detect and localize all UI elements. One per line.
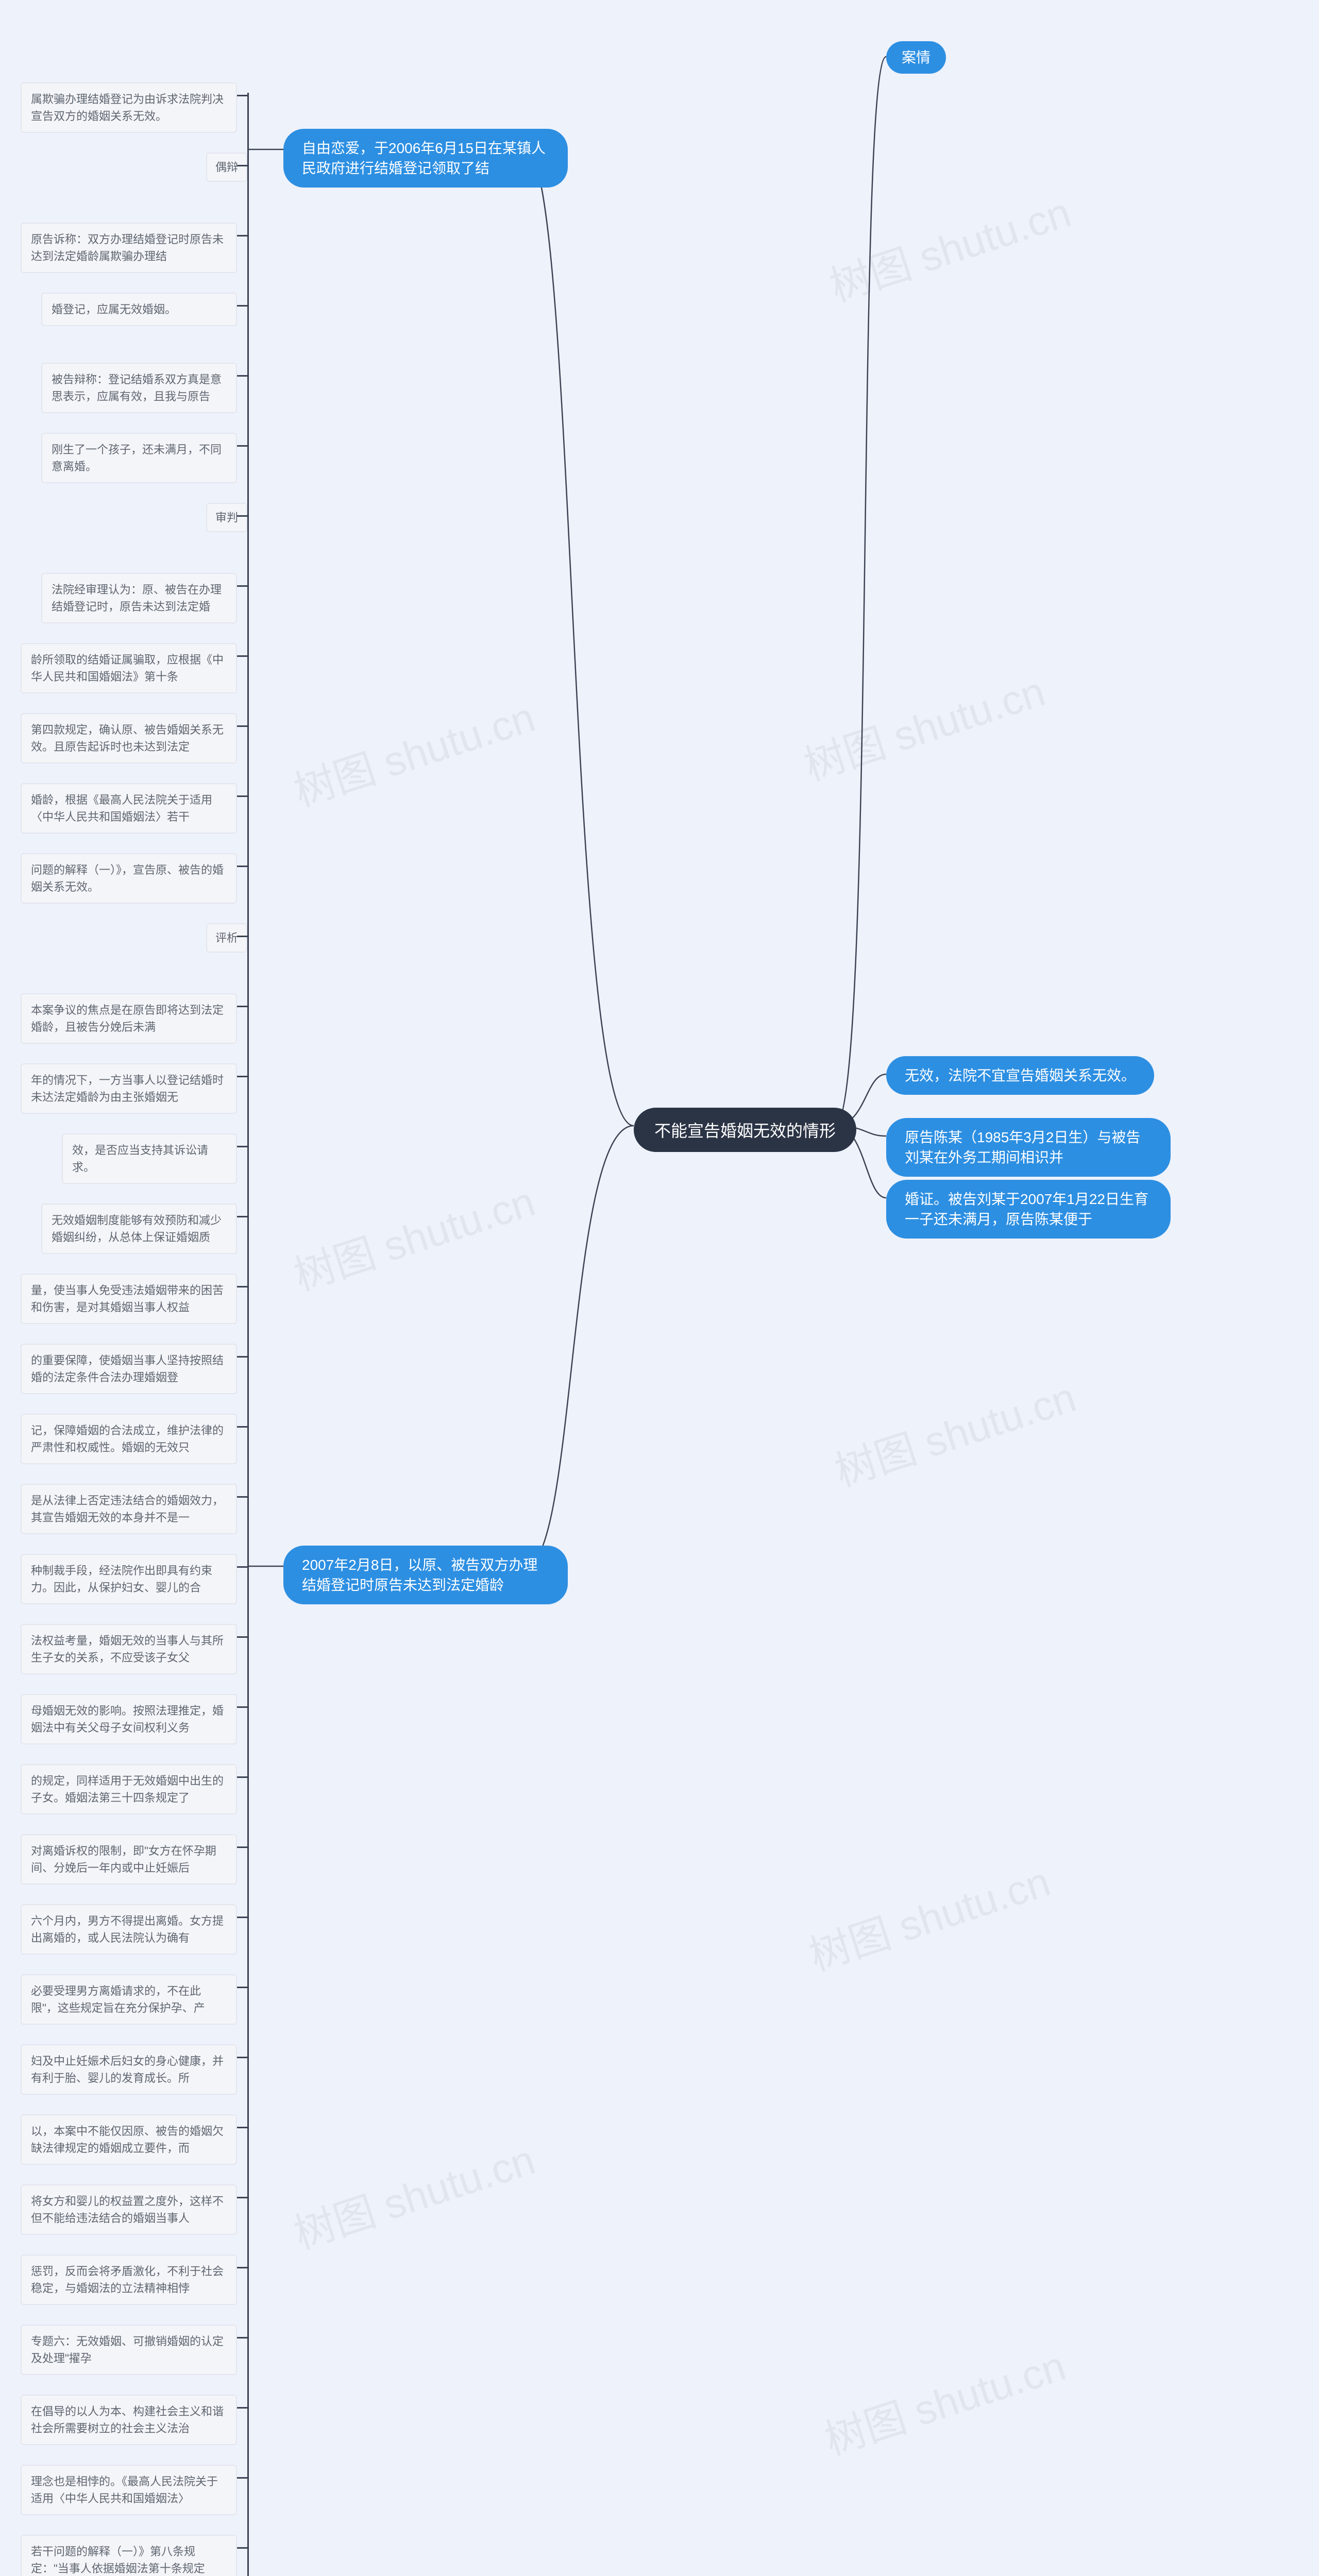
branch-hunzheng[interactable]: 婚证。被告刘某于2007年1月22日生育一子还未满月，原告陈某便于	[886, 1180, 1171, 1239]
branch-anqing[interactable]: 案情	[886, 41, 946, 74]
leaf-connector	[237, 515, 248, 517]
leaf-node[interactable]: 是从法律上否定违法结合的婚姻效力，其宣告婚姻无效的本身并不是一	[21, 1484, 237, 1534]
leaf-node[interactable]: 评析	[206, 923, 247, 953]
leaf-connector	[237, 1566, 248, 1568]
leaf-node[interactable]: 六个月内，男方不得提出离婚。女方提出离婚的，或人民法院认为确有	[21, 1904, 237, 1955]
leaf-connector	[237, 2057, 248, 2058]
watermark: 树图 shutu.cn	[285, 1168, 542, 1302]
leaf-node[interactable]: 妇及中止妊娠术后妇女的身心健康，并有利于胎、婴儿的发育成长。所	[21, 2044, 237, 2095]
leaf-node[interactable]: 审判	[206, 503, 247, 532]
watermark: 树图 shutu.cn	[801, 1849, 1057, 1982]
leaf-connector	[237, 2267, 248, 2268]
leaf-node[interactable]: 对离婚诉权的限制，即"女方在怀孕期间、分娩后一年内或中止妊娠后	[21, 1834, 237, 1885]
leaf-connector	[237, 1987, 248, 1988]
leaf-connector	[237, 1426, 248, 1428]
leaf-node[interactable]: 刚生了一个孩子，还未满月，不同意离婚。	[41, 433, 237, 483]
leaf-node[interactable]: 婚龄，根据《最高人民法院关于适用〈中华人民共和国婚姻法〉若干	[21, 783, 237, 834]
leaf-connector	[237, 2407, 248, 2409]
leaf-node[interactable]: 理念也是相悖的。《最高人民法院关于适用〈中华人民共和国婚姻法〉	[21, 2465, 237, 2515]
leaf-node[interactable]: 母婚姻无效的影响。按照法理推定，婚姻法中有关父母子女间权利义务	[21, 1694, 237, 1744]
leaf-connector	[237, 2337, 248, 2338]
leaf-connector	[237, 1917, 248, 1918]
leaf-node[interactable]: 效，是否应当支持其诉讼请求。	[62, 1133, 237, 1184]
watermark: 树图 shutu.cn	[816, 2333, 1072, 2467]
leaf-connector	[237, 1706, 248, 1708]
leaf-connector	[237, 1636, 248, 1638]
leaf-connector	[237, 2127, 248, 2128]
leaf-connector	[237, 235, 248, 236]
leaf-connector	[237, 95, 248, 96]
leaf-connector	[237, 936, 248, 937]
watermark: 树图 shutu.cn	[796, 658, 1052, 792]
leaf-connector	[237, 1216, 248, 1217]
leaf-node[interactable]: 法权益考量，婚姻无效的当事人与其所生子女的关系，不应受该子女父	[21, 1624, 237, 1674]
leaf-node[interactable]: 若干问题的解释（一）》第八条规定："当事人依据婚姻法第十条规定	[21, 2535, 237, 2576]
leaf-node[interactable]: 以，本案中不能仅因原、被告的婚姻欠缺法律规定的婚姻成立要件，而	[21, 2114, 237, 2165]
leaf-node[interactable]: 本案争议的焦点是在原告即将达到法定婚龄，且被告分娩后未满	[21, 993, 237, 1044]
leaf-connector	[237, 1846, 248, 1848]
leaf-node[interactable]: 被告辩称：登记结婚系双方真是意思表示，应属有效，且我与原告	[41, 363, 237, 413]
branch-yuangao[interactable]: 原告陈某（1985年3月2日生）与被告刘某在外务工期间相识并	[886, 1118, 1171, 1177]
leaf-connector	[237, 795, 248, 797]
leaf-connector	[237, 1286, 248, 1287]
leaf-connector	[237, 1006, 248, 1007]
leaf-connector	[237, 2547, 248, 2549]
leaf-connector	[237, 725, 248, 727]
root-node[interactable]: 不能宣告婚姻无效的情形	[634, 1108, 856, 1152]
leaf-connector	[237, 375, 248, 377]
leaf-node[interactable]: 原告诉称：双方办理结婚登记时原告未达到法定婚龄属欺骗办理结	[21, 223, 237, 273]
leaf-connector	[237, 1076, 248, 1077]
leaf-node[interactable]: 量，使当事人免受违法婚姻带来的困苦和伤害，是对其婚姻当事人权益	[21, 1274, 237, 1324]
leaf-connector	[237, 2197, 248, 2198]
leaf-connector	[237, 445, 248, 447]
leaf-connector	[237, 1496, 248, 1498]
leaf-node[interactable]: 将女方和婴儿的权益置之度外，这样不但不能给违法结合的婚姻当事人	[21, 2184, 237, 2235]
branch-wuxiao[interactable]: 无效，法院不宜宣告婚姻关系无效。	[886, 1056, 1154, 1095]
leaf-node[interactable]: 专题六：无效婚姻、可撤销婚姻的认定及处理"擢孕	[21, 2325, 237, 2375]
leaf-spine	[247, 93, 249, 2576]
leaf-node[interactable]: 属欺骗办理结婚登记为由诉求法院判决宣告双方的婚姻关系无效。	[21, 82, 237, 133]
leaf-node[interactable]: 第四款规定，确认原、被告婚姻关系无效。且原告起诉时也未达到法定	[21, 713, 237, 764]
leaf-connector	[237, 165, 248, 166]
leaf-connector	[237, 866, 248, 867]
leaf-node[interactable]: 惩罚，反而会将矛盾激化，不利于社会稳定，与婚姻法的立法精神相悖	[21, 2255, 237, 2305]
leaf-node[interactable]: 问题的解释（一）》，宣告原、被告的婚姻关系无效。	[21, 853, 237, 904]
leaf-node[interactable]: 偶辩	[206, 152, 247, 182]
watermark: 树图 shutu.cn	[285, 684, 542, 818]
leaf-node[interactable]: 无效婚姻制度能够有效预防和减少婚姻纠纷，从总体上保证婚姻质	[41, 1204, 237, 1254]
leaf-node[interactable]: 的规定，同样适用于无效婚姻中出生的子女。婚姻法第三十四条规定了	[21, 1764, 237, 1815]
branch-2007[interactable]: 2007年2月8日，以原、被告双方办理结婚登记时原告未达到法定婚龄	[283, 1546, 568, 1604]
leaf-connector	[237, 2477, 248, 2479]
watermark: 树图 shutu.cn	[821, 179, 1077, 313]
leaf-node[interactable]: 在倡导的以人为本、构建社会主义和谐社会所需要树立的社会主义法治	[21, 2395, 237, 2445]
leaf-node[interactable]: 必要受理男方离婚请求的，不在此限"，这些规定旨在充分保护孕、产	[21, 1974, 237, 2025]
leaf-node[interactable]: 婚登记，应属无效婚姻。	[41, 293, 237, 326]
branch-ziyou[interactable]: 自由恋爱，于2006年6月15日在某镇人民政府进行结婚登记领取了结	[283, 129, 568, 188]
leaf-connector	[237, 585, 248, 587]
leaf-node[interactable]: 的重要保障，使婚姻当事人坚持按照结婚的法定条件合法办理婚姻登	[21, 1344, 237, 1394]
leaf-connector	[237, 1776, 248, 1778]
leaf-connector	[237, 655, 248, 657]
leaf-node[interactable]: 记，保障婚姻的合法成立，维护法律的严肃性和权威性。婚姻的无效只	[21, 1414, 237, 1464]
leaf-node[interactable]: 法院经审理认为：原、被告在办理结婚登记时，原告未达到法定婚	[41, 573, 237, 623]
leaf-node[interactable]: 年的情况下，一方当事人以登记结婚时未达法定婚龄为由主张婚姻无	[21, 1063, 237, 1114]
leaf-node[interactable]: 种制裁手段，经法院作出即具有约束力。因此，从保护妇女、婴儿的合	[21, 1554, 237, 1604]
leaf-connector	[237, 305, 248, 307]
watermark: 树图 shutu.cn	[826, 1364, 1083, 1498]
leaf-connector	[237, 1356, 248, 1358]
watermark: 树图 shutu.cn	[285, 2127, 542, 2261]
leaf-node[interactable]: 龄所领取的结婚证属骗取，应根据《中华人民共和国婚姻法》第十条	[21, 643, 237, 693]
leaf-connector	[237, 1146, 248, 1147]
